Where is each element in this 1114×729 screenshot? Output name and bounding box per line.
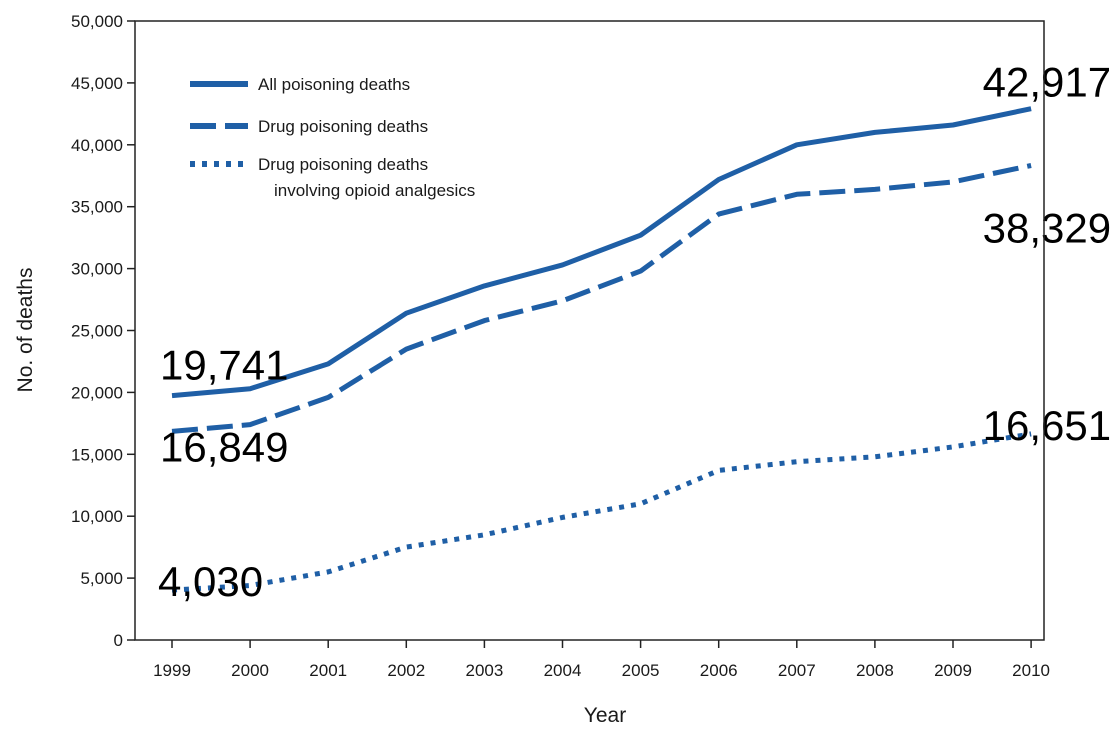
data-annotation: 4,030 xyxy=(158,558,263,605)
x-tick-label: 2002 xyxy=(387,661,425,680)
y-tick-label: 45,000 xyxy=(71,74,123,93)
data-annotation: 38,329 xyxy=(983,204,1111,251)
y-tick-label: 15,000 xyxy=(71,445,123,464)
x-tick-label: 2001 xyxy=(309,661,347,680)
y-tick-label: 5,000 xyxy=(80,569,123,588)
data-annotation: 16,651 xyxy=(983,402,1111,449)
y-tick-label: 50,000 xyxy=(71,12,123,31)
plot-frame xyxy=(134,20,1045,641)
y-tick-label: 25,000 xyxy=(71,322,123,341)
y-tick-label: 20,000 xyxy=(71,383,123,402)
x-tick-label: 1999 xyxy=(153,661,191,680)
x-tick-label: 2000 xyxy=(231,661,269,680)
x-tick-label: 2006 xyxy=(700,661,738,680)
data-annotation: 42,917 xyxy=(983,59,1111,106)
x-tick-label: 2008 xyxy=(856,661,894,680)
y-tick-label: 40,000 xyxy=(71,136,123,155)
y-tick-label: 0 xyxy=(114,631,123,650)
x-tick-label: 2005 xyxy=(622,661,660,680)
x-axis-title: Year xyxy=(584,704,626,727)
legend-label-3: Drug poisoning deaths xyxy=(258,155,428,174)
x-tick-label: 2007 xyxy=(778,661,816,680)
y-axis-title: No. of deaths xyxy=(14,268,37,393)
y-tick-label: 10,000 xyxy=(71,507,123,526)
legend-label-1: All poisoning deaths xyxy=(258,75,410,94)
y-tick-label: 30,000 xyxy=(71,260,123,279)
x-tick-label: 2004 xyxy=(544,661,582,680)
y-tick-label: 35,000 xyxy=(71,198,123,217)
series-line-2 xyxy=(171,163,1032,434)
x-tick-label: 2010 xyxy=(1012,661,1050,680)
x-tick-label: 2003 xyxy=(465,661,503,680)
legend-label-2: Drug poisoning deaths xyxy=(258,117,428,136)
series-line-3 xyxy=(171,431,1032,593)
data-annotation: 16,849 xyxy=(160,423,288,470)
legend-label-3: involving opioid analgesics xyxy=(274,181,475,200)
x-tick-label: 2009 xyxy=(934,661,972,680)
series-line-1 xyxy=(171,106,1032,399)
data-annotation: 19,741 xyxy=(160,342,288,389)
